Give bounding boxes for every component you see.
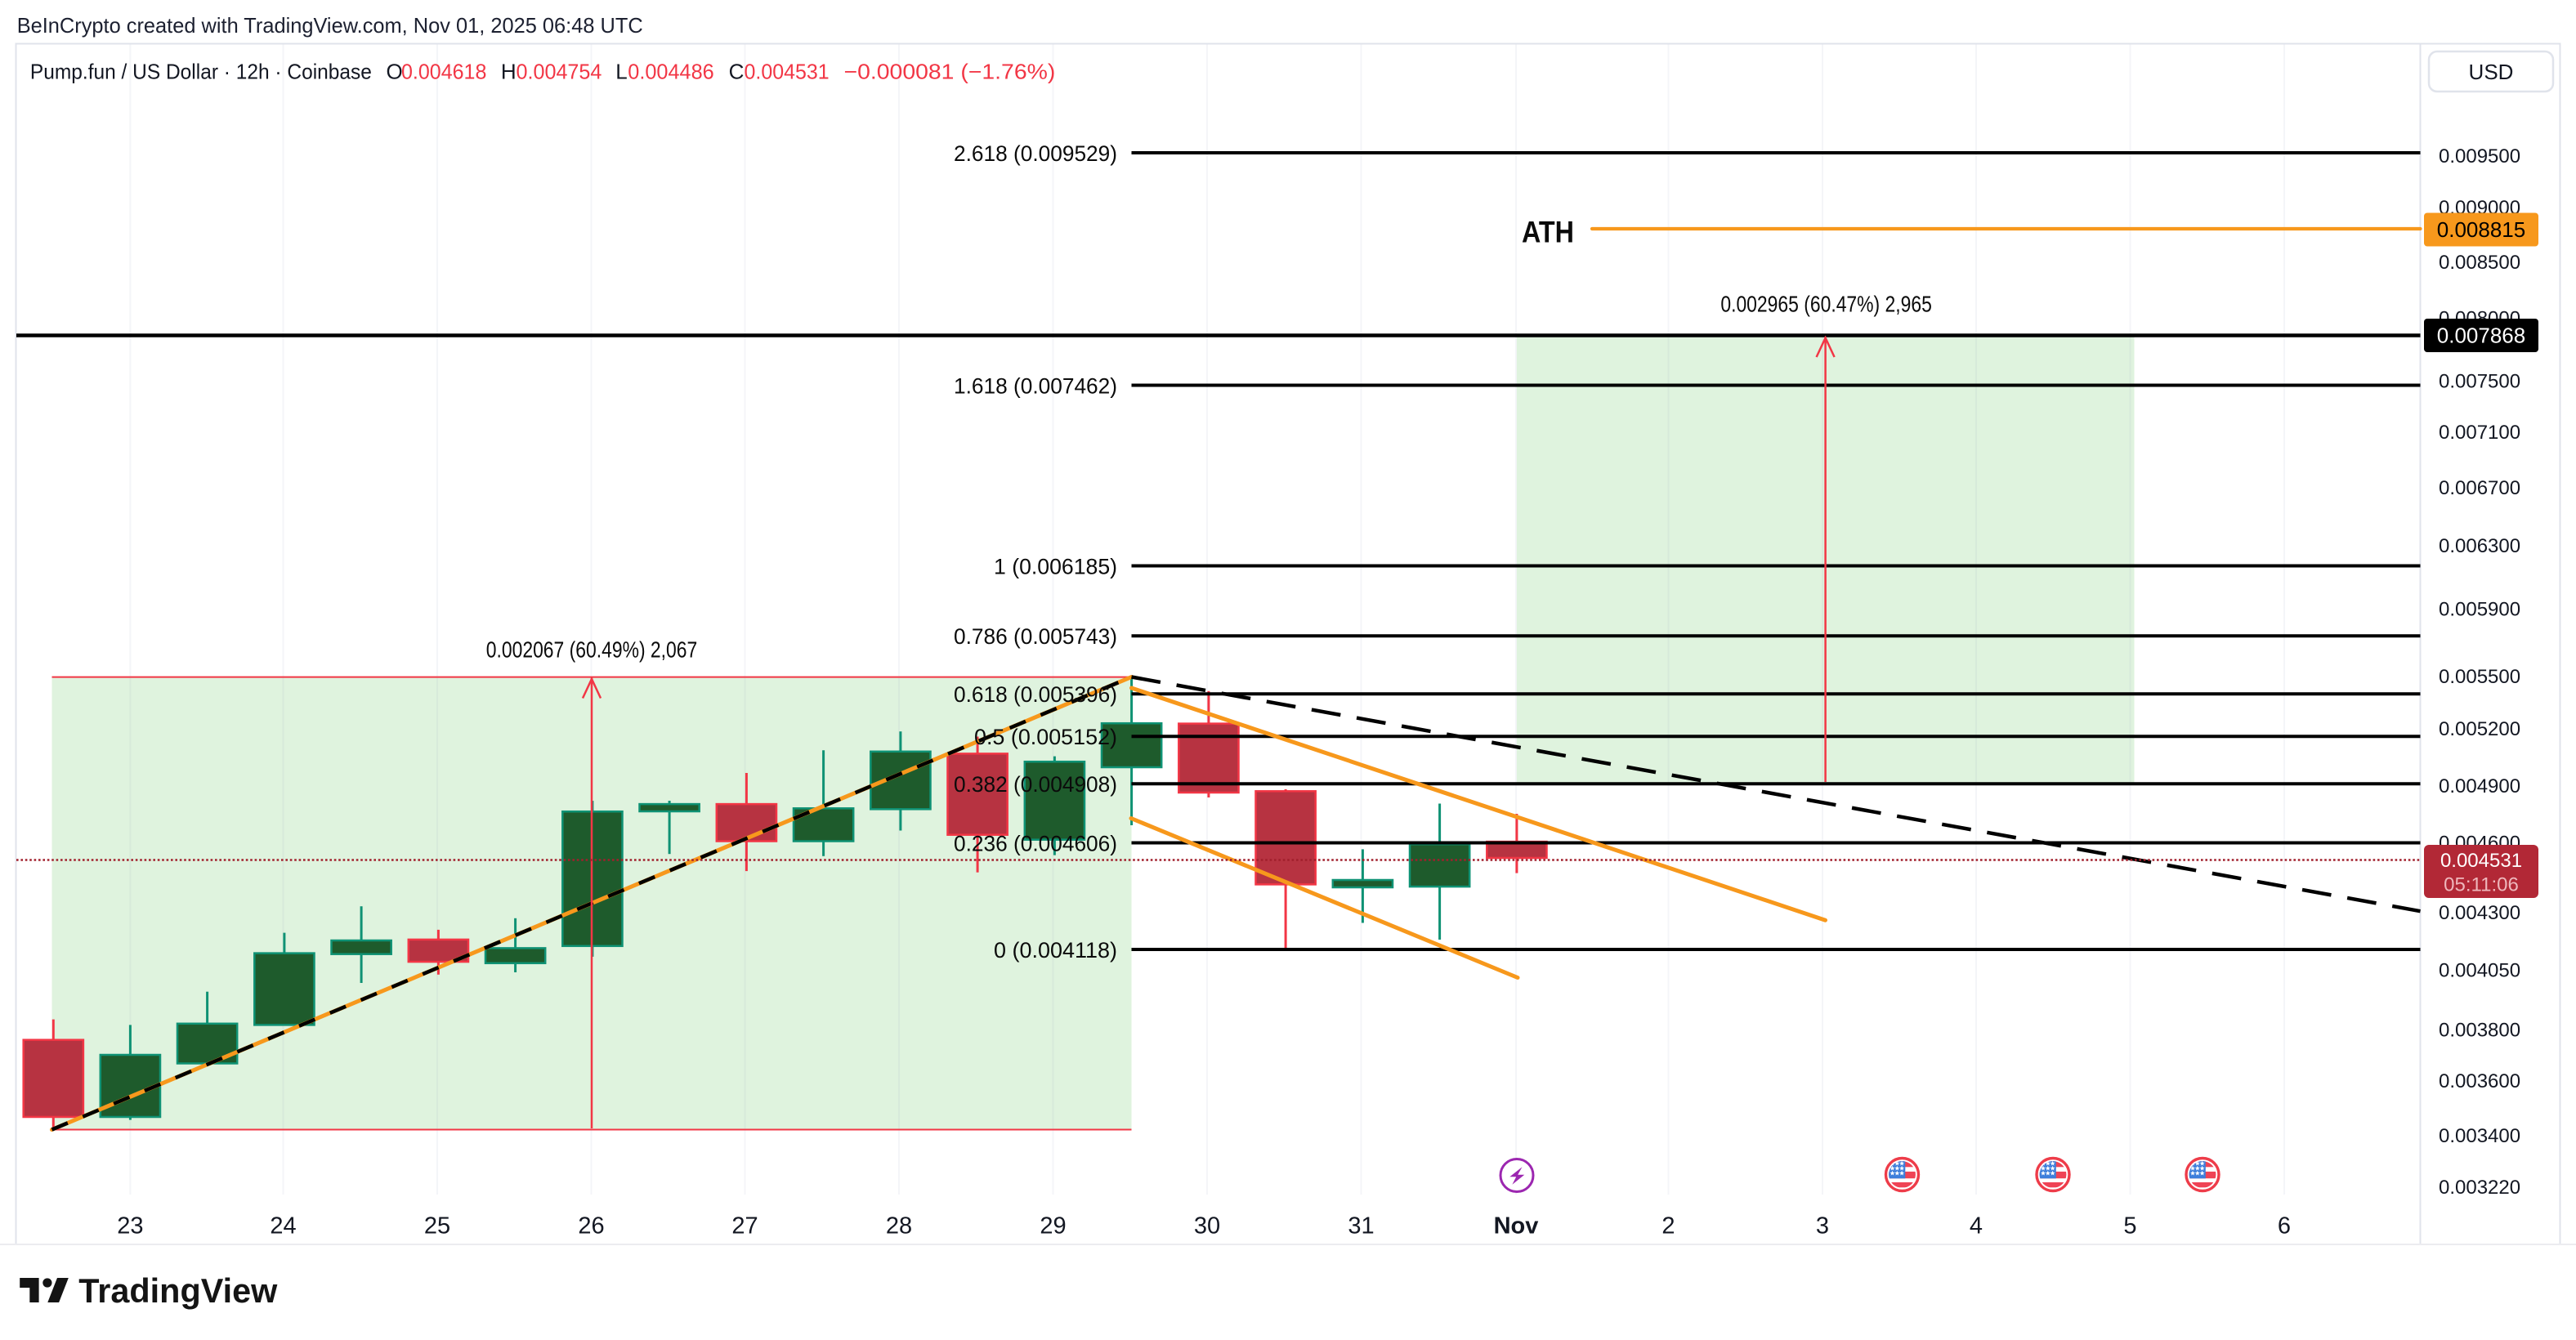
svg-text:0.006300: 0.006300 xyxy=(2439,535,2520,557)
svg-text:0.002965 (60.47%) 2,965: 0.002965 (60.47%) 2,965 xyxy=(1720,292,1932,317)
svg-text:29: 29 xyxy=(1040,1213,1066,1240)
svg-text:0.002067 (60.49%) 2,067: 0.002067 (60.49%) 2,067 xyxy=(486,637,698,663)
svg-text:0.004486: 0.004486 xyxy=(628,60,713,84)
svg-text:6: 6 xyxy=(2278,1213,2291,1240)
svg-text:30: 30 xyxy=(1194,1213,1220,1240)
svg-text:0.003220: 0.003220 xyxy=(2439,1177,2520,1199)
svg-text:28: 28 xyxy=(886,1213,912,1240)
svg-text:0.004531: 0.004531 xyxy=(745,60,830,84)
svg-text:Nov: Nov xyxy=(1494,1213,1539,1240)
svg-text:24: 24 xyxy=(270,1213,296,1240)
svg-text:USD: USD xyxy=(2469,60,2514,84)
svg-text:−0.000081 (−1.76%): −0.000081 (−1.76%) xyxy=(844,60,1056,84)
svg-text:0.007868: 0.007868 xyxy=(2437,324,2525,348)
svg-text:1.618 (0.007462): 1.618 (0.007462) xyxy=(954,373,1117,398)
svg-text:0.236 (0.004606): 0.236 (0.004606) xyxy=(954,831,1117,855)
svg-text:L: L xyxy=(615,60,627,84)
svg-text:0.004900: 0.004900 xyxy=(2439,775,2520,797)
svg-text:0.382 (0.004908): 0.382 (0.004908) xyxy=(954,772,1117,797)
svg-text:4: 4 xyxy=(1970,1213,1983,1240)
svg-text:0.004754: 0.004754 xyxy=(517,60,602,84)
svg-text:ATH: ATH xyxy=(1522,216,1574,249)
svg-text:0.5 (0.005152): 0.5 (0.005152) xyxy=(974,725,1117,749)
svg-text:0.004300: 0.004300 xyxy=(2439,902,2520,924)
svg-text:0.005500: 0.005500 xyxy=(2439,666,2520,688)
svg-text:5: 5 xyxy=(2123,1213,2136,1240)
svg-text:O: O xyxy=(387,60,403,84)
svg-text:0.618 (0.005396): 0.618 (0.005396) xyxy=(954,682,1117,707)
svg-text:Pump.fun / US Dollar · 12h · C: Pump.fun / US Dollar · 12h · Coinbase xyxy=(30,60,372,84)
svg-text:0.004618: 0.004618 xyxy=(401,60,486,84)
svg-text:0.005900: 0.005900 xyxy=(2439,599,2520,621)
svg-text:25: 25 xyxy=(424,1213,450,1240)
svg-text:TradingView: TradingView xyxy=(78,1271,277,1310)
svg-text:1 (0.006185): 1 (0.006185) xyxy=(994,554,1117,578)
svg-text:0.004531: 0.004531 xyxy=(2440,850,2522,872)
svg-text:2: 2 xyxy=(1661,1213,1675,1240)
svg-text:0.008815: 0.008815 xyxy=(2437,217,2525,242)
svg-text:0.003400: 0.003400 xyxy=(2439,1125,2520,1147)
svg-text:0 (0.004118): 0 (0.004118) xyxy=(994,938,1117,963)
svg-text:0.009500: 0.009500 xyxy=(2439,145,2520,168)
svg-text:23: 23 xyxy=(117,1213,143,1240)
svg-text:0.003800: 0.003800 xyxy=(2439,1020,2520,1042)
svg-text:0.008500: 0.008500 xyxy=(2439,252,2520,274)
svg-text:3: 3 xyxy=(1816,1213,1829,1240)
svg-text:05:11:06: 05:11:06 xyxy=(2444,874,2519,896)
svg-text:2.618 (0.009529): 2.618 (0.009529) xyxy=(954,141,1117,166)
svg-text:27: 27 xyxy=(731,1213,758,1240)
svg-text:0.003600: 0.003600 xyxy=(2439,1070,2520,1092)
svg-text:H: H xyxy=(501,60,517,84)
svg-text:0.006700: 0.006700 xyxy=(2439,477,2520,499)
svg-text:C: C xyxy=(729,60,745,84)
svg-text:0.007500: 0.007500 xyxy=(2439,371,2520,393)
svg-text:0.007100: 0.007100 xyxy=(2439,422,2520,444)
svg-text:0.004050: 0.004050 xyxy=(2439,960,2520,982)
svg-text:BeInCrypto created with Tradin: BeInCrypto created with TradingView.com,… xyxy=(17,13,643,38)
svg-text:26: 26 xyxy=(578,1213,604,1240)
svg-text:0.005200: 0.005200 xyxy=(2439,718,2520,740)
svg-text:31: 31 xyxy=(1348,1213,1374,1240)
svg-text:0.786 (0.005743): 0.786 (0.005743) xyxy=(954,624,1117,649)
